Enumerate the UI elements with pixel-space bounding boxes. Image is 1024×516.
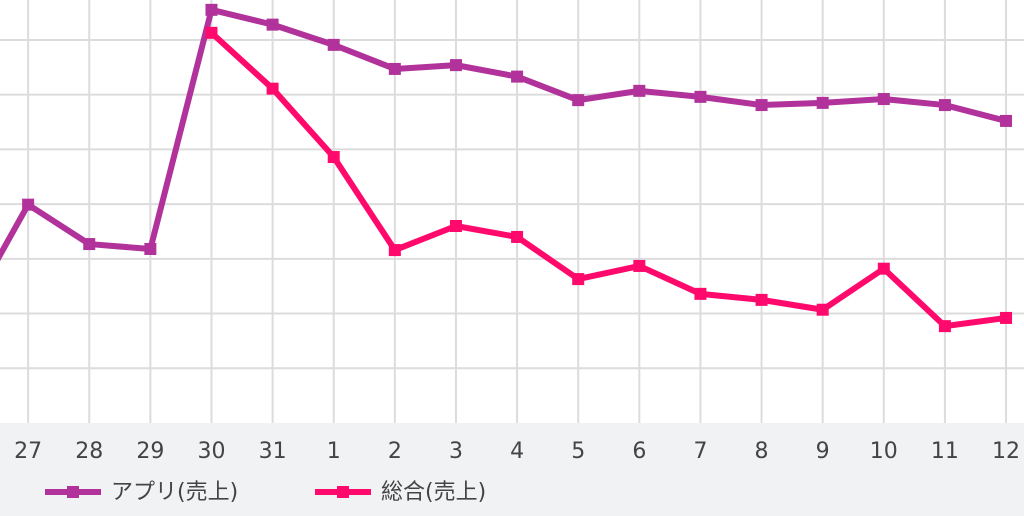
point bbox=[633, 259, 646, 272]
x-tick-label: 29 bbox=[136, 439, 164, 464]
x-tick-label: 10 bbox=[870, 439, 898, 464]
legend-label: アプリ(売上) bbox=[111, 480, 238, 505]
point bbox=[266, 18, 279, 31]
point bbox=[816, 96, 829, 109]
point bbox=[633, 84, 646, 97]
point bbox=[22, 198, 35, 211]
x-tick-label: 4 bbox=[510, 439, 524, 464]
point bbox=[1000, 311, 1013, 324]
line-series bbox=[209, 30, 1007, 330]
x-tick-label: 30 bbox=[197, 439, 225, 464]
x-tick-label: 9 bbox=[816, 439, 830, 464]
point bbox=[938, 99, 951, 112]
legend-marker bbox=[67, 486, 79, 498]
line-series bbox=[0, 6, 1007, 262]
plot-area bbox=[0, 0, 1024, 423]
point bbox=[511, 70, 524, 83]
x-tick-label: 2 bbox=[388, 439, 402, 464]
point bbox=[755, 293, 768, 306]
point bbox=[877, 93, 890, 106]
point bbox=[572, 273, 585, 286]
x-tick-label: 11 bbox=[931, 439, 959, 464]
point bbox=[205, 26, 218, 39]
x-tick-label: 7 bbox=[693, 439, 707, 464]
x-tick-label: 8 bbox=[755, 439, 769, 464]
point bbox=[755, 99, 768, 112]
legend-marker bbox=[337, 486, 349, 498]
legend-label: 総合(売上) bbox=[381, 480, 486, 505]
point bbox=[266, 82, 279, 95]
point bbox=[572, 94, 585, 107]
x-tick-label: 31 bbox=[259, 439, 287, 464]
point bbox=[388, 62, 401, 75]
point bbox=[694, 287, 707, 300]
x-tick-label: 27 bbox=[14, 439, 42, 464]
legend-item: 総合(売上) bbox=[315, 480, 486, 505]
x-tick-label: 12 bbox=[992, 439, 1020, 464]
point bbox=[449, 59, 462, 72]
point bbox=[816, 303, 829, 316]
point bbox=[83, 238, 96, 251]
point bbox=[1000, 114, 1013, 127]
point bbox=[388, 244, 401, 257]
point bbox=[511, 230, 524, 243]
x-tick-label: 6 bbox=[632, 439, 646, 464]
point bbox=[877, 262, 890, 275]
x-tick-label: 5 bbox=[571, 439, 585, 464]
x-tick-label: 3 bbox=[449, 439, 463, 464]
point bbox=[449, 220, 462, 233]
legend-item: アプリ(売上) bbox=[45, 480, 238, 505]
point bbox=[694, 90, 707, 103]
x-tick-label: 1 bbox=[327, 439, 341, 464]
point bbox=[144, 242, 157, 255]
point bbox=[327, 38, 340, 51]
point bbox=[938, 320, 951, 333]
x-tick-label: 28 bbox=[75, 439, 103, 464]
point bbox=[327, 151, 340, 164]
point bbox=[205, 3, 218, 16]
